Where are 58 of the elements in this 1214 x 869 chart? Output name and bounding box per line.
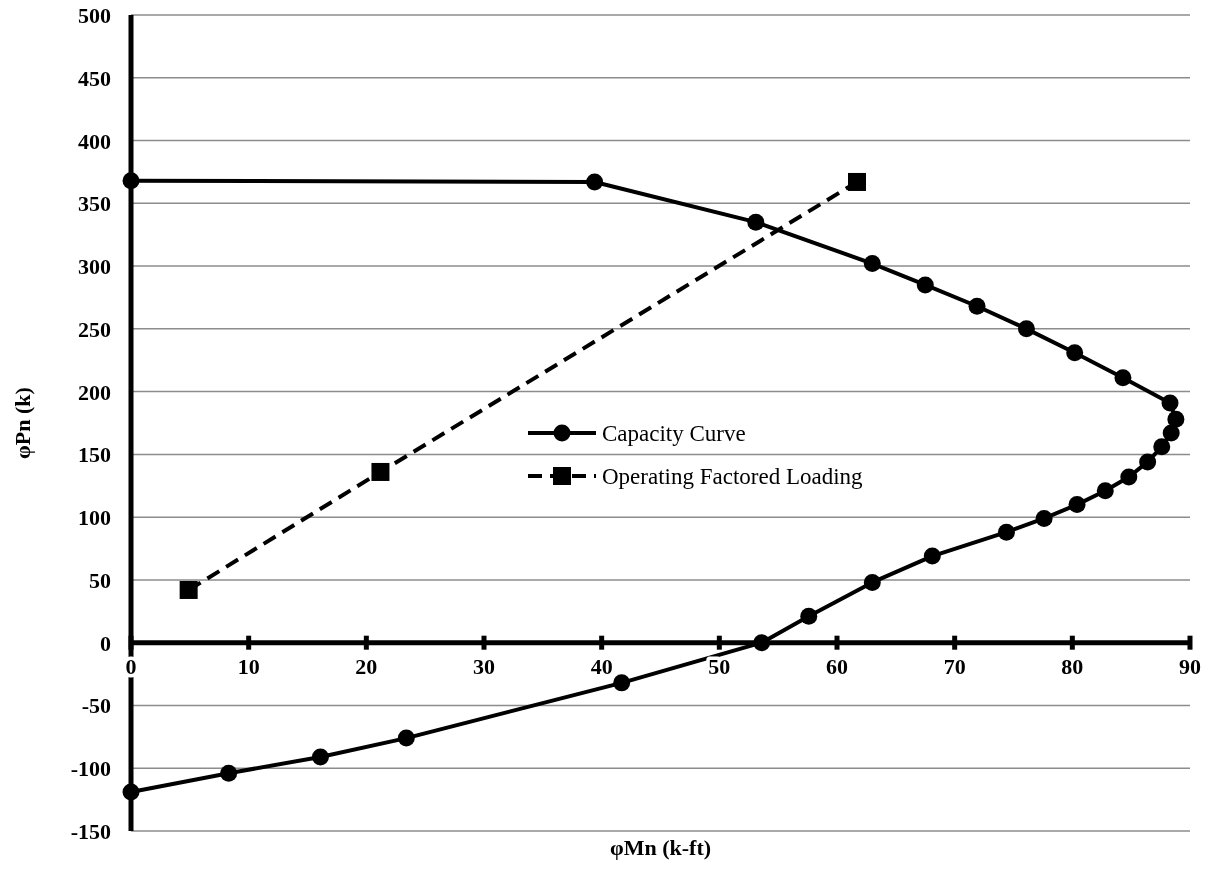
y-tick-label: 250	[78, 316, 111, 342]
y-tick-label: 350	[78, 191, 111, 217]
point	[747, 213, 765, 231]
point	[1096, 482, 1114, 500]
point	[311, 748, 329, 766]
point	[179, 580, 198, 599]
point	[916, 276, 934, 294]
point	[1162, 424, 1180, 442]
x-tick-label: 90	[1179, 653, 1201, 679]
x-tick-label: 80	[1061, 653, 1084, 679]
point	[1120, 468, 1138, 486]
point	[1139, 453, 1157, 471]
y-tick-label: 450	[78, 65, 111, 91]
point	[613, 674, 631, 692]
point	[1035, 509, 1053, 527]
point	[1068, 496, 1086, 514]
y-tick-label: 500	[78, 3, 111, 28]
y-axis-title: φPn (k)	[10, 387, 35, 459]
y-tick-label: 300	[78, 254, 111, 280]
legend-label: Capacity Curve	[602, 421, 746, 446]
y-tick-label: 400	[78, 128, 111, 154]
point	[397, 729, 415, 747]
y-tick-label: -150	[70, 819, 111, 844]
y-tick-label: 100	[78, 505, 111, 531]
point	[1161, 394, 1179, 412]
point	[968, 297, 986, 315]
point	[923, 547, 941, 565]
x-tick-label: 10	[237, 653, 260, 679]
y-tick-label: 50	[89, 567, 111, 593]
point	[220, 764, 238, 782]
point	[848, 172, 866, 191]
y-tick-label: -100	[70, 756, 111, 782]
point	[371, 462, 390, 481]
y-tick-label: -50	[81, 693, 111, 719]
x-tick-label: 70	[943, 653, 966, 679]
point	[863, 255, 881, 273]
point	[1066, 344, 1084, 362]
point	[1153, 438, 1171, 456]
point	[1114, 369, 1132, 387]
point	[863, 573, 881, 591]
y-tick-label: 0	[100, 630, 111, 656]
legend-label: Operating Factored Loading	[602, 464, 864, 489]
point	[122, 172, 140, 190]
x-axis-title: φMn (k-ft)	[609, 835, 712, 860]
x-tick-label: 30	[473, 653, 495, 679]
point	[753, 634, 771, 652]
point	[1167, 410, 1185, 428]
point	[122, 783, 140, 801]
x-tick-label: 60	[826, 653, 848, 679]
y-tick-label: 200	[78, 379, 111, 405]
y-tick-label: 150	[78, 442, 111, 468]
x-tick-label: 40	[590, 653, 613, 679]
point	[997, 523, 1015, 541]
x-tick-label: 20	[355, 653, 378, 679]
x-tick-label: 50	[708, 653, 731, 679]
point	[800, 607, 818, 625]
point	[586, 173, 604, 191]
point	[1017, 320, 1035, 338]
